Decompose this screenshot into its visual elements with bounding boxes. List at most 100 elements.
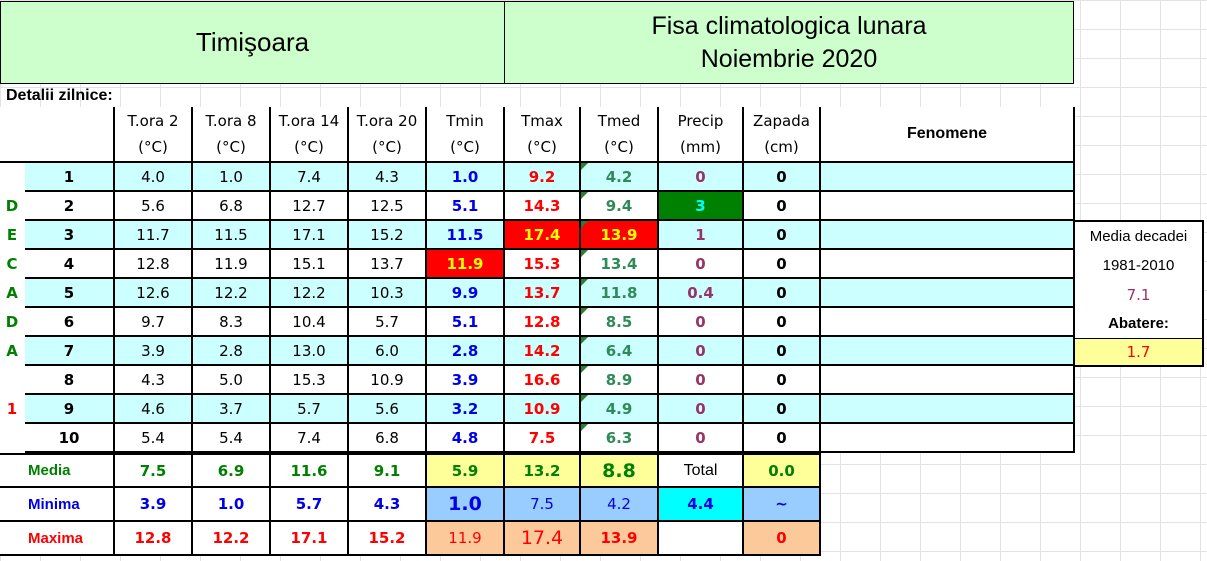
row-gutter[interactable] bbox=[0, 279, 25, 308]
cell-t20[interactable]: 6.0 bbox=[349, 337, 427, 366]
day-cell[interactable]: 9 bbox=[25, 395, 115, 424]
cell-t20[interactable]: 5.6 bbox=[349, 395, 427, 424]
cell-t20[interactable]: 12.5 bbox=[349, 192, 427, 221]
day-cell[interactable]: 1 bbox=[25, 163, 115, 192]
column-header-tmax[interactable]: Tmax (°C) bbox=[505, 107, 581, 163]
cell-tmin[interactable]: 4.8 bbox=[427, 424, 505, 453]
day-cell[interactable]: 10 bbox=[25, 424, 115, 453]
fenomene-header[interactable]: Fenomene bbox=[821, 107, 1075, 163]
cell-tmin[interactable]: 5.1 bbox=[427, 192, 505, 221]
row-gutter[interactable] bbox=[0, 308, 25, 337]
cell-t8[interactable]: 5.0 bbox=[193, 366, 271, 395]
row-gutter[interactable] bbox=[0, 163, 25, 192]
summary-minima-precip[interactable]: 4.4 bbox=[659, 488, 744, 522]
cell-t20[interactable]: 13.7 bbox=[349, 250, 427, 279]
city-header-cell[interactable]: Timişoara bbox=[0, 1, 505, 84]
cell-t14[interactable]: 12.7 bbox=[271, 192, 349, 221]
cell-tmax[interactable]: 10.9 bbox=[505, 395, 581, 424]
summary-minima-t2[interactable]: 3.9 bbox=[115, 488, 193, 522]
day-cell[interactable]: 3 bbox=[25, 221, 115, 250]
row-gutter[interactable] bbox=[0, 395, 25, 424]
cell-tmax[interactable]: 12.8 bbox=[505, 308, 581, 337]
day-cell[interactable]: 6 bbox=[25, 308, 115, 337]
cell-t14[interactable]: 13.0 bbox=[271, 337, 349, 366]
cell-tmin[interactable]: 9.9 bbox=[427, 279, 505, 308]
day-cell[interactable]: 8 bbox=[25, 366, 115, 395]
summary-minima-tmed[interactable]: 4.2 bbox=[581, 488, 659, 522]
cell-t2[interactable]: 11.7 bbox=[115, 221, 193, 250]
cell-tmin[interactable]: 1.0 bbox=[427, 163, 505, 192]
summary-media-t14[interactable]: 11.6 bbox=[271, 455, 349, 488]
fenomene-cell[interactable] bbox=[821, 395, 1075, 424]
cell-t2[interactable]: 4.6 bbox=[115, 395, 193, 424]
cell-t14[interactable]: 10.4 bbox=[271, 308, 349, 337]
cell-t14[interactable]: 7.4 bbox=[271, 163, 349, 192]
cell-tmin[interactable]: 11.9 bbox=[427, 250, 505, 279]
cell-tmin[interactable]: 3.9 bbox=[427, 366, 505, 395]
cell-tmin[interactable]: 11.5 bbox=[427, 221, 505, 250]
cell-tmax[interactable]: 9.2 bbox=[505, 163, 581, 192]
summary-maxima-t20[interactable]: 15.2 bbox=[349, 522, 427, 556]
cell-t2[interactable]: 4.0 bbox=[115, 163, 193, 192]
summary-minima-zapada[interactable]: ~ bbox=[744, 488, 821, 522]
cell-zapada[interactable]: 0 bbox=[744, 279, 821, 308]
column-header-t-ora-14[interactable]: T.ora 14 (°C) bbox=[271, 107, 349, 163]
summary-media-precip[interactable]: Total bbox=[659, 455, 744, 488]
summary-minima-tmax[interactable]: 7.5 bbox=[505, 488, 581, 522]
row-gutter[interactable] bbox=[0, 221, 25, 250]
cell-t20[interactable]: 10.3 bbox=[349, 279, 427, 308]
summary-media-t20[interactable]: 9.1 bbox=[349, 455, 427, 488]
cell-t8[interactable]: 1.0 bbox=[193, 163, 271, 192]
cell-zapada[interactable]: 0 bbox=[744, 250, 821, 279]
summary-maxima-t14[interactable]: 17.1 bbox=[271, 522, 349, 556]
cell-t8[interactable]: 3.7 bbox=[193, 395, 271, 424]
column-header-precip[interactable]: Precip (mm) bbox=[659, 107, 744, 163]
cell-t8[interactable]: 8.3 bbox=[193, 308, 271, 337]
cell-t2[interactable]: 5.6 bbox=[115, 192, 193, 221]
cell-t14[interactable]: 12.2 bbox=[271, 279, 349, 308]
cell-t8[interactable]: 12.2 bbox=[193, 279, 271, 308]
cell-precip[interactable]: 0 bbox=[659, 424, 744, 453]
cell-precip[interactable]: 0 bbox=[659, 366, 744, 395]
cell-tmed[interactable]: 4.9 bbox=[581, 395, 659, 424]
fenomene-cell[interactable] bbox=[821, 337, 1075, 366]
summary-maxima-tmax[interactable]: 17.4 bbox=[505, 522, 581, 556]
cell-t8[interactable]: 6.8 bbox=[193, 192, 271, 221]
cell-t2[interactable]: 5.4 bbox=[115, 424, 193, 453]
cell-tmax[interactable]: 14.2 bbox=[505, 337, 581, 366]
row-gutter[interactable] bbox=[0, 192, 25, 221]
cell-tmed[interactable]: 8.5 bbox=[581, 308, 659, 337]
day-cell[interactable]: 2 bbox=[25, 192, 115, 221]
cell-tmed[interactable]: 9.4 bbox=[581, 192, 659, 221]
cell-precip[interactable]: 3 bbox=[659, 192, 744, 221]
cell-t8[interactable]: 11.5 bbox=[193, 221, 271, 250]
fenomene-cell[interactable] bbox=[821, 424, 1075, 453]
cell-precip[interactable]: 0 bbox=[659, 337, 744, 366]
summary-maxima-tmed[interactable]: 13.9 bbox=[581, 522, 659, 556]
cell-t2[interactable]: 9.7 bbox=[115, 308, 193, 337]
fenomene-cell[interactable] bbox=[821, 308, 1075, 337]
cell-tmax[interactable]: 17.4 bbox=[505, 221, 581, 250]
cell-precip[interactable]: 0.4 bbox=[659, 279, 744, 308]
header-blank-cell[interactable] bbox=[0, 107, 25, 163]
fenomene-cell[interactable] bbox=[821, 279, 1075, 308]
cell-precip[interactable]: 0 bbox=[659, 308, 744, 337]
header-day-cell[interactable] bbox=[25, 107, 115, 163]
cell-t20[interactable]: 15.2 bbox=[349, 221, 427, 250]
cell-precip[interactable]: 1 bbox=[659, 221, 744, 250]
summary-label-maxima[interactable]: Maxima bbox=[0, 522, 115, 556]
row-gutter[interactable] bbox=[0, 250, 25, 279]
cell-zapada[interactable]: 0 bbox=[744, 221, 821, 250]
column-header-t-ora-2[interactable]: T.ora 2 (°C) bbox=[115, 107, 193, 163]
cell-t20[interactable]: 10.9 bbox=[349, 366, 427, 395]
cell-t8[interactable]: 11.9 bbox=[193, 250, 271, 279]
summary-maxima-precip[interactable] bbox=[659, 522, 744, 556]
row-gutter[interactable] bbox=[0, 366, 25, 395]
fenomene-cell[interactable] bbox=[821, 163, 1075, 192]
day-cell[interactable]: 5 bbox=[25, 279, 115, 308]
cell-tmed[interactable]: 8.9 bbox=[581, 366, 659, 395]
cell-zapada[interactable]: 0 bbox=[744, 163, 821, 192]
fenomene-cell[interactable] bbox=[821, 192, 1075, 221]
cell-tmax[interactable]: 13.7 bbox=[505, 279, 581, 308]
summary-minima-tmin[interactable]: 1.0 bbox=[427, 488, 505, 522]
